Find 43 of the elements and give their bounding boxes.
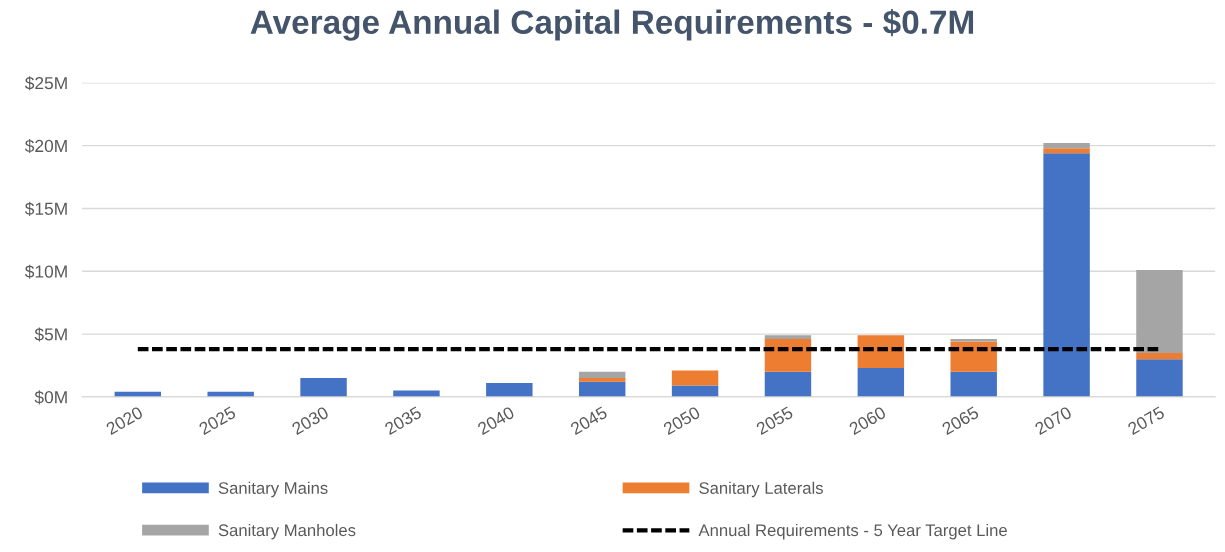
y-tick-label: $15M [24, 201, 67, 216]
bar [1043, 143, 1090, 149]
bar [1043, 148, 1090, 154]
chart-title: Average Annual Capital Requirements - $0.7M [250, 8, 974, 41]
bar [764, 371, 812, 397]
x-tick-label: 2030 [291, 405, 330, 436]
legend-label: Sanitary Manholes [218, 523, 356, 540]
y-tick-label: $20M [24, 139, 67, 154]
x-tick-label: 2075 [1127, 405, 1166, 436]
bar [1136, 270, 1183, 353]
x-tick-label: 2050 [662, 405, 701, 436]
y-tick-label: $0M [34, 390, 67, 405]
bar [1136, 359, 1183, 397]
bar [950, 341, 997, 372]
x-tick-label: 2070 [1034, 405, 1073, 436]
bar [300, 378, 347, 397]
bar [764, 339, 812, 372]
bar [486, 383, 533, 397]
bar [950, 339, 997, 342]
y-tick-label: $5M [34, 327, 67, 342]
bar [764, 335, 812, 340]
bar [671, 370, 719, 386]
x-tick-label: 2025 [198, 405, 237, 436]
y-tick-label: $25M [24, 76, 67, 91]
bar [578, 371, 626, 379]
bar [950, 371, 997, 397]
legend-label: Annual Requirements - 5 Year Target Line [698, 523, 1007, 540]
x-tick-label: 2035 [383, 405, 423, 436]
x-tick-label: 2040 [476, 405, 516, 436]
bar [857, 367, 905, 397]
x-tick-label: 2045 [569, 405, 608, 436]
bar [578, 381, 626, 397]
x-tick-label: 2020 [105, 405, 144, 436]
bar [1136, 352, 1183, 360]
bar [857, 335, 905, 368]
x-tick-label: 2055 [755, 405, 794, 436]
y-tick-label: $10M [24, 264, 67, 279]
legend-label: Sanitary Mains [218, 481, 328, 498]
x-tick-label: 2065 [941, 405, 980, 436]
bar [578, 378, 626, 382]
bar [1043, 153, 1090, 397]
legend-label: Sanitary Laterals [699, 481, 823, 498]
x-tick-label: 2060 [848, 405, 887, 436]
